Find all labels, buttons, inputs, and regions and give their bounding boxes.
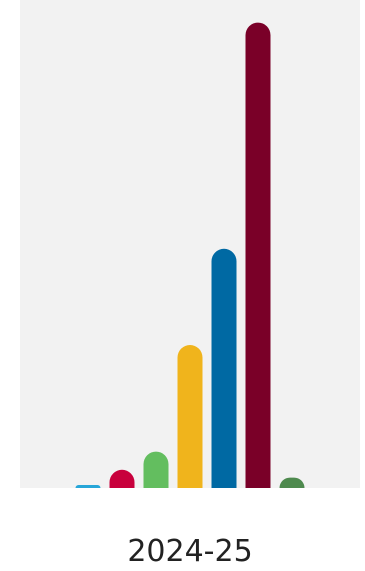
bar-group bbox=[75, 22, 305, 488]
x-category-label: 2024-25 bbox=[127, 534, 252, 569]
bar-2 bbox=[109, 469, 135, 488]
bar-3 bbox=[143, 451, 169, 488]
bar-1 bbox=[75, 485, 101, 488]
bar-4 bbox=[177, 345, 203, 488]
bar-7 bbox=[279, 477, 305, 488]
bar-6 bbox=[245, 22, 271, 488]
bar-5 bbox=[211, 248, 237, 488]
